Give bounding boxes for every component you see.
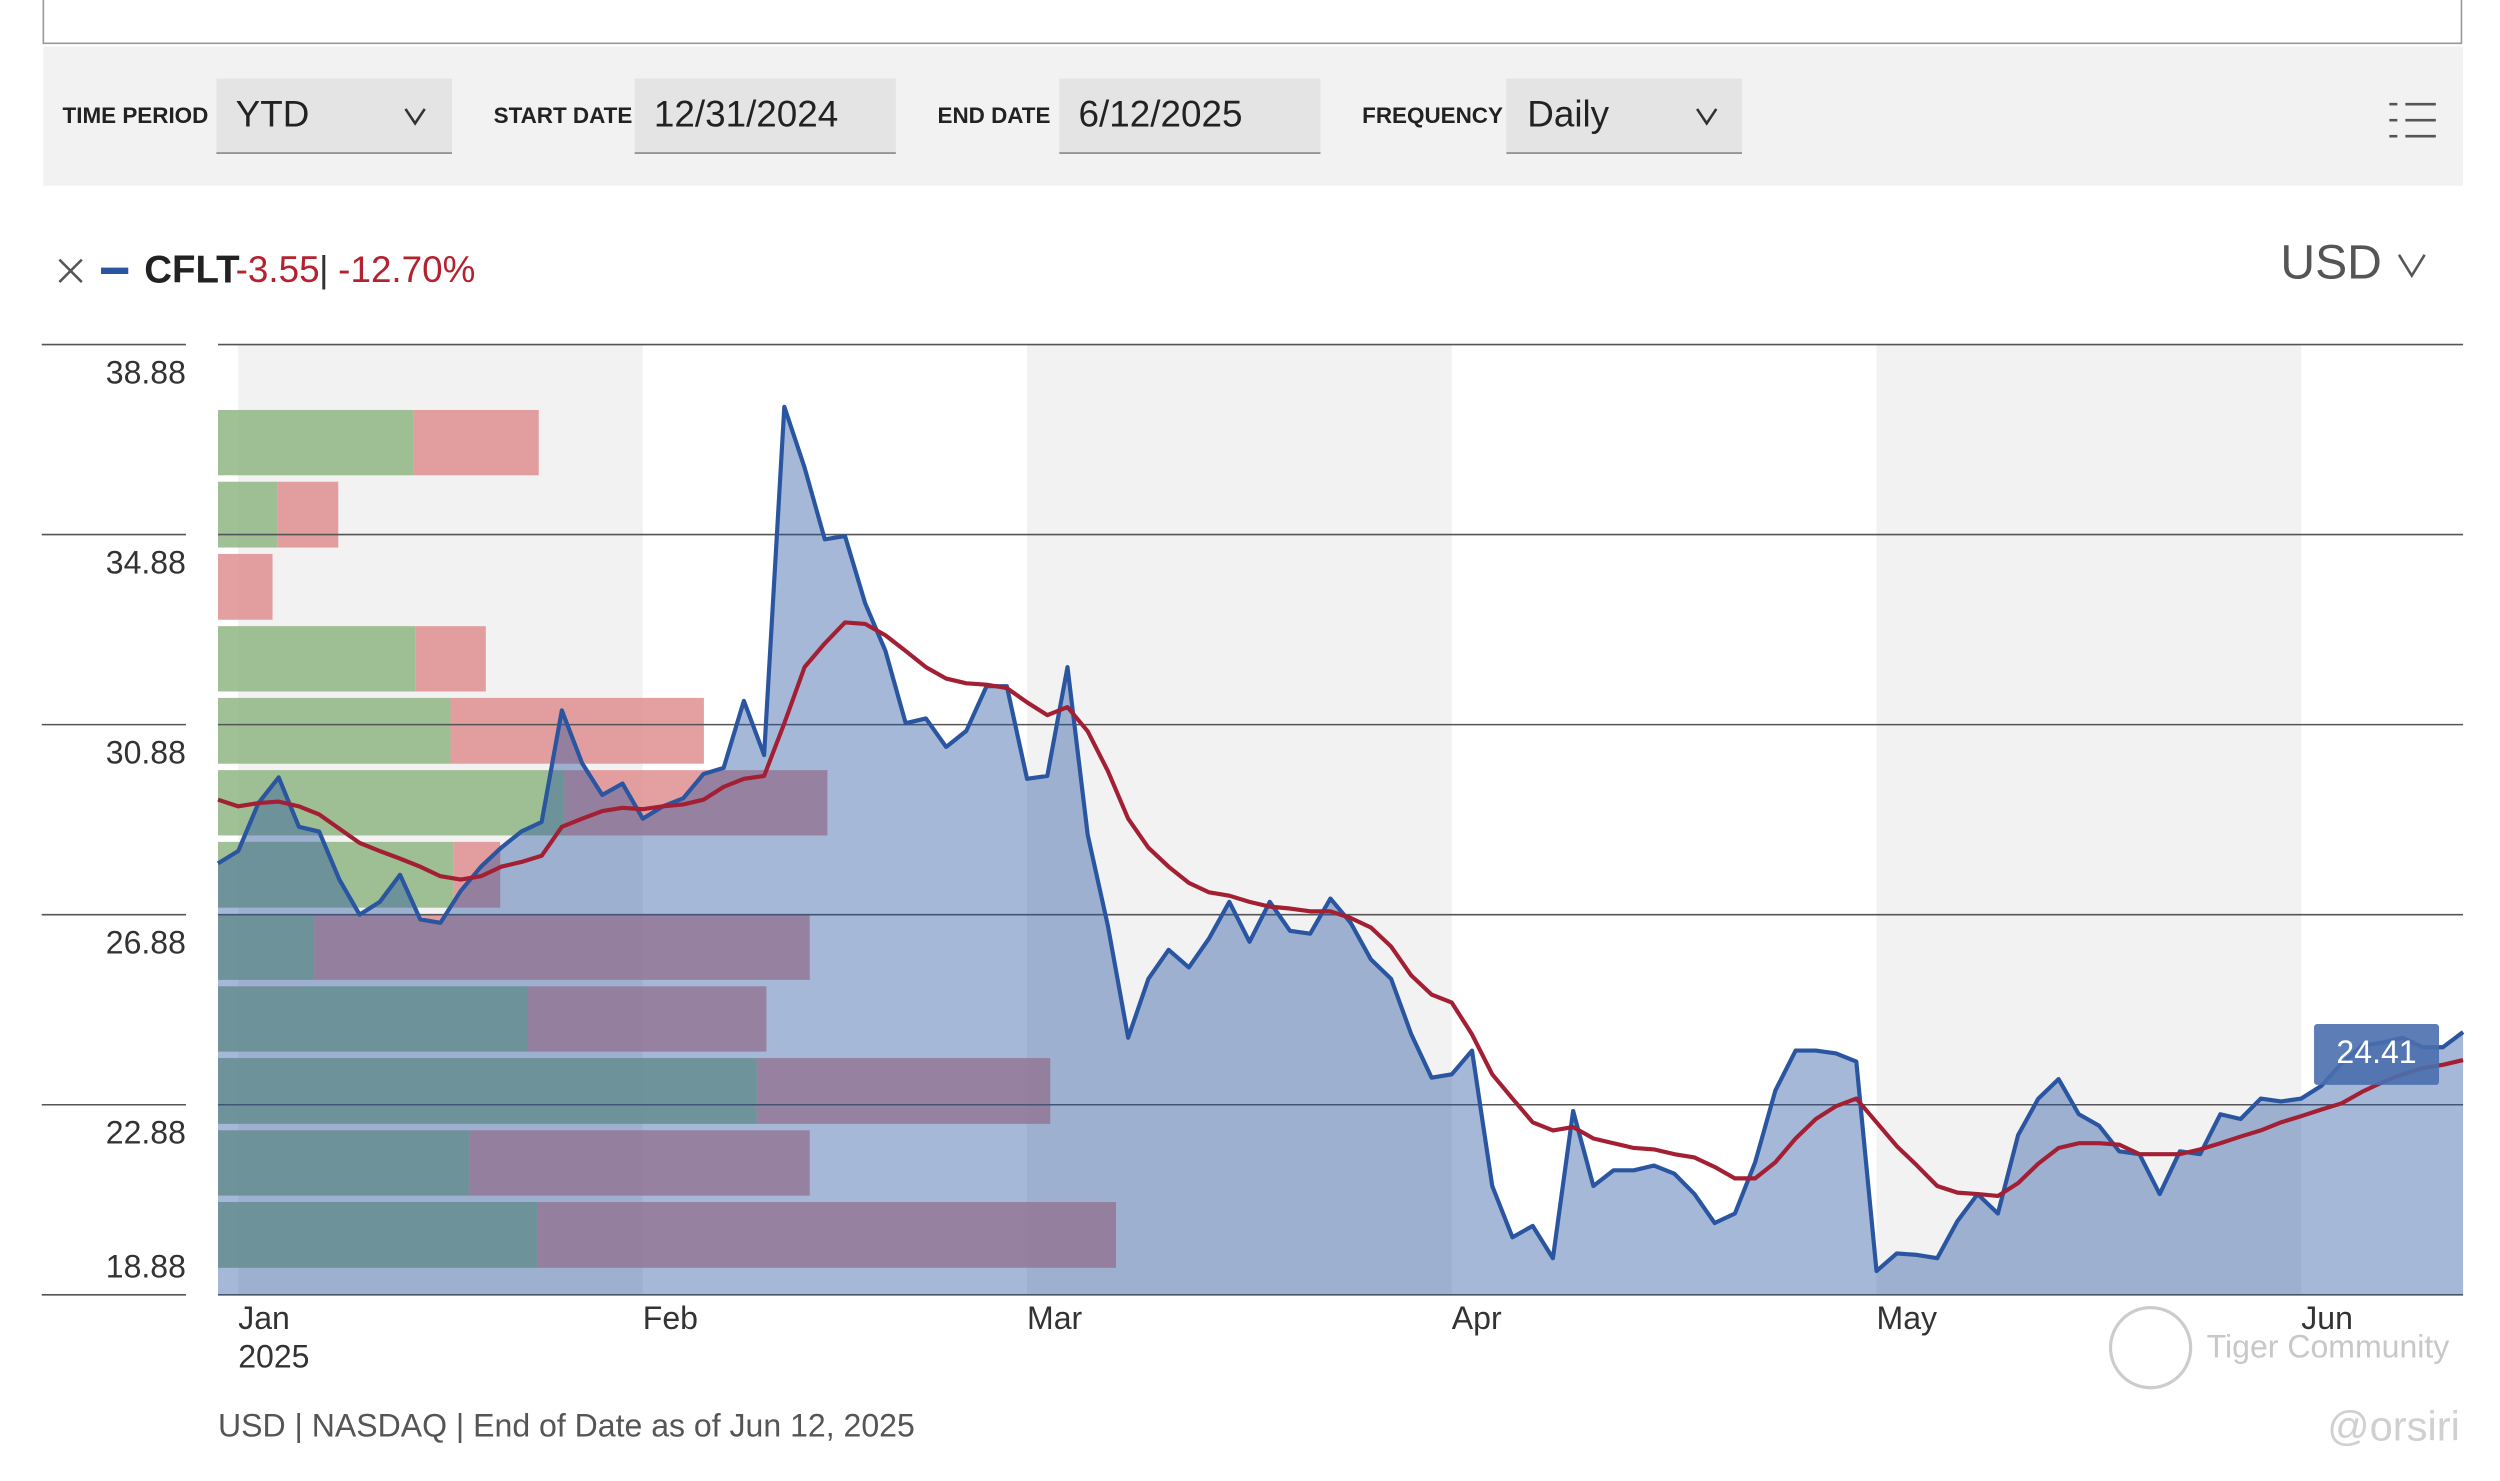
- volume-up-bar: [218, 1202, 538, 1268]
- y-tick-label: 22.88: [106, 1115, 186, 1151]
- watermark: Tiger Community: [2207, 1329, 2450, 1365]
- volume-down-bar: [527, 986, 767, 1052]
- end-date-input[interactable]: 6/12/2025: [1059, 78, 1321, 154]
- volume-up-bar: [218, 626, 416, 692]
- end-date-value[interactable]: 6/12/2025: [1079, 94, 1243, 135]
- change: -3.55: [236, 249, 320, 290]
- volume-down-bar: [218, 553, 273, 620]
- top-frame: [42, 0, 2463, 45]
- x-tick-label: Feb: [643, 1300, 698, 1336]
- volume-up-bar: [218, 481, 278, 548]
- time-period-label: TIME PERIOD: [63, 103, 209, 128]
- watermark: @orsiri: [2327, 1402, 2460, 1449]
- footer: USD | NASDAQ | End of Date as of Jun 12,…: [218, 1407, 915, 1443]
- separator: |: [319, 249, 329, 290]
- start-date-value[interactable]: 12/31/2024: [654, 94, 838, 135]
- change-pct: -12.70%: [338, 249, 475, 290]
- volume-up-bar: [218, 914, 315, 980]
- x-year-label: 2025: [238, 1338, 309, 1374]
- price-line: [216, 404, 2465, 1274]
- chevron: [1696, 108, 1718, 126]
- y-tick-label: 26.88: [106, 925, 186, 961]
- plot: 18.88 22.88 26.88 30.88 34.88 38.88 24.41 Jan20…: [41, 343, 2465, 1374]
- y-tick-label: 30.88: [106, 735, 186, 771]
- select-box[interactable]: [216, 78, 452, 154]
- frequency-label: FREQUENCY: [1362, 103, 1503, 128]
- month-band: [1876, 344, 2302, 1295]
- frequency-value[interactable]: Daily: [1527, 94, 1609, 135]
- x-tick-label: Jun: [2301, 1300, 2353, 1336]
- currency-select[interactable]: USD: [2280, 236, 2426, 290]
- moving-average-line: [217, 620, 2464, 1199]
- x-tick-label: May: [1877, 1300, 1938, 1336]
- start-date-input[interactable]: 12/31/2024: [634, 78, 896, 154]
- volume-up-bar: [218, 1058, 757, 1124]
- volume-down-bar: [314, 914, 810, 980]
- volume-down-bar: [413, 409, 539, 476]
- x-tick-label: Apr: [1452, 1300, 1502, 1336]
- volume-up-bar: [218, 697, 451, 764]
- x-tick-label: Mar: [1027, 1300, 1082, 1336]
- volume-down-bar: [469, 1130, 810, 1196]
- last-value-label: 24.41: [2336, 1034, 2416, 1070]
- input-box[interactable]: [634, 78, 896, 154]
- end-date-label: END DATE: [938, 103, 1051, 128]
- remove-icon[interactable]: [58, 258, 83, 283]
- time-period-value[interactable]: YTD: [236, 94, 310, 135]
- time-period-select[interactable]: YTD: [216, 78, 452, 154]
- volume-down-bar: [415, 626, 486, 692]
- start-date-label: START DATE: [494, 103, 633, 128]
- watermark-logo: [2108, 1306, 2193, 1390]
- price-area: [218, 406, 2464, 1295]
- volume-up-bar: [218, 986, 528, 1052]
- volume-down-bar: [537, 1202, 1117, 1268]
- y-tick-label: 34.88: [106, 544, 186, 580]
- month-band: [1027, 344, 1452, 1295]
- x-tick-label: Jan: [238, 1300, 290, 1336]
- input-box[interactable]: [1059, 78, 1321, 154]
- frequency-select[interactable]: Daily: [1506, 78, 1742, 154]
- volume-down-bar: [277, 481, 339, 548]
- last-value-badge: [2314, 1024, 2440, 1085]
- volume-up-bar: [218, 409, 414, 476]
- chevron: [2397, 254, 2426, 279]
- chevron: [404, 108, 426, 126]
- volume-up-bar: [218, 1130, 470, 1196]
- volume-down-bar: [756, 1058, 1051, 1124]
- list-icon[interactable]: [2389, 102, 2436, 138]
- y-tick-label: 38.88: [106, 354, 186, 390]
- y-tick-label: 18.88: [106, 1249, 186, 1285]
- legend-label: CFLT: [144, 249, 240, 292]
- currency[interactable]: USD: [2280, 236, 2381, 290]
